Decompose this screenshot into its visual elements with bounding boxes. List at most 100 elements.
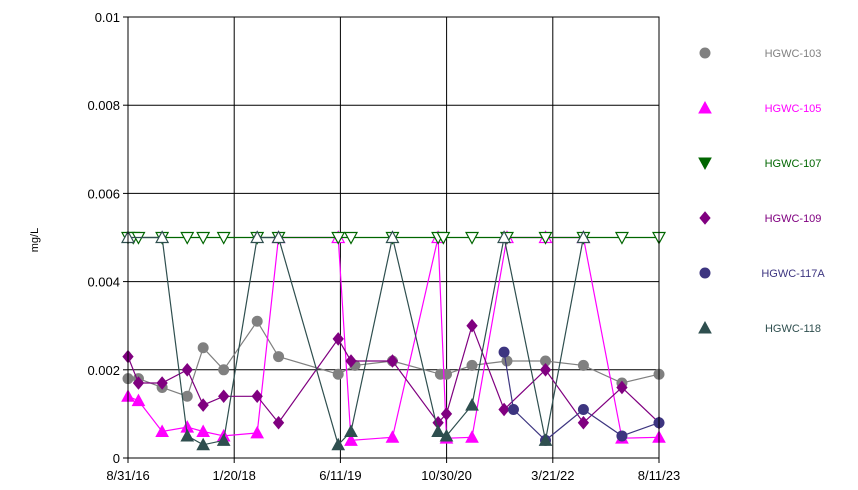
data-point-hgwc-109 [251,389,263,404]
y-axis-label: mg/L [29,228,41,252]
data-point-hgwc-105 [155,424,169,438]
data-point-hgwc-109 [577,415,590,430]
series-hgwc-118 [120,230,591,451]
x-tick-label: 10/30/20 [421,468,472,483]
data-point-hgwc-105 [465,430,479,443]
legend-item-hgwc-103: HGWC-103 [699,47,822,60]
y-tick-label: 0.01 [95,10,120,25]
legend-label-hgwc-118: HGWC-118 [765,323,821,335]
data-point-hgwc-109 [386,354,399,368]
series-layer [120,230,667,451]
data-point-hgwc-118 [431,424,445,438]
series-line-hgwc-117a [503,352,660,442]
legend-marker-hgwc-109 [699,211,711,225]
data-point-hgwc-105 [385,430,400,443]
data-point-hgwc-109 [272,415,285,430]
data-point-hgwc-103 [440,368,452,380]
data-point-hgwc-105 [196,424,211,438]
series-hgwc-117a [498,346,665,446]
data-point-hgwc-118 [465,398,479,411]
data-point-hgwc-103 [251,315,263,327]
legend-marker-hgwc-107 [698,157,712,171]
y-tick-label: 0.002 [87,363,120,378]
legend-item-hgwc-118: HGWC-118 [698,320,821,335]
data-point-hgwc-118 [331,437,346,451]
y-tick-label: 0 [113,451,120,466]
data-point-hgwc-118 [576,230,591,244]
legend-marker-hgwc-117a [699,267,711,279]
data-point-hgwc-118 [180,428,195,442]
data-point-hgwc-109 [466,318,478,333]
data-point-hgwc-107 [196,231,211,245]
data-point-hgwc-103 [273,351,285,363]
x-tick-label: 8/31/16 [106,468,149,483]
data-point-hgwc-117a [616,430,628,442]
x-tick-label: 3/21/22 [531,468,574,483]
legend-item-hgwc-117a: HGWC-117A [699,267,825,280]
x-axis-ticks: 8/31/16 1/20/18 6/11/19 10/30/20 3/21/22 8/11… [106,458,680,483]
legend-item-hgwc-105: HGWC-105 [698,100,822,115]
data-point-hgwc-118 [385,230,400,244]
legend-item-hgwc-109: HGWC-109 [699,211,822,225]
data-point-hgwc-118 [155,230,170,244]
data-point-hgwc-109 [197,398,209,412]
data-point-hgwc-109 [218,389,230,404]
legend-marker-hgwc-103 [699,47,711,59]
data-point-hgwc-105 [344,433,358,446]
data-point-hgwc-107 [343,231,359,245]
data-point-hgwc-118 [250,230,265,244]
series-line-hgwc-118 [128,236,584,446]
legend-label-hgwc-105: HGWC-105 [765,103,822,115]
data-point-hgwc-107 [614,231,629,245]
data-point-hgwc-107 [538,231,553,245]
data-point-hgwc-105 [131,393,146,407]
data-point-hgwc-105 [250,425,265,439]
legend-marker-hgwc-105 [698,100,712,114]
data-point-hgwc-107 [216,231,231,245]
data-point-hgwc-109 [156,376,168,390]
data-point-hgwc-109 [539,363,552,377]
legend: HGWC-103 HGWC-105 HGWC-107 HGWC-109 HGWC-117… [698,47,825,335]
data-point-hgwc-103 [181,390,193,402]
data-point-hgwc-118 [196,437,211,451]
data-point-hgwc-118 [216,433,231,446]
data-point-hgwc-107 [180,231,195,245]
x-tick-label: 1/20/18 [213,468,256,483]
data-point-hgwc-118 [344,424,358,438]
data-point-hgwc-118 [538,433,553,446]
data-point-hgwc-103 [218,364,230,376]
y-axis-ticks: 0 0.002 0.004 0.006 0.008 0.01 [87,10,128,466]
data-point-hgwc-103 [466,359,478,371]
data-point-hgwc-103 [197,342,209,354]
y-tick-label: 0.004 [87,275,120,290]
legend-label-hgwc-117a: HGWC-117A [761,268,825,280]
data-point-hgwc-109 [132,376,145,390]
data-point-hgwc-117a [507,403,519,415]
data-point-hgwc-118 [497,230,512,244]
data-point-hgwc-109 [616,380,628,395]
x-tick-label: 6/11/19 [319,468,361,483]
series-hgwc-109 [122,318,665,430]
legend-label-hgwc-103: HGWC-103 [765,48,822,60]
data-point-hgwc-117a [498,346,510,358]
x-tick-label: 8/11/23 [638,468,680,483]
data-point-hgwc-109 [440,407,453,421]
data-point-hgwc-103 [577,359,589,371]
y-tick-label: 0.008 [87,98,120,113]
data-point-hgwc-107 [331,231,346,245]
y-tick-label: 0.006 [87,186,120,201]
data-point-hgwc-109 [345,354,357,368]
data-point-hgwc-109 [498,402,510,417]
data-point-hgwc-103 [332,368,344,380]
legend-label-hgwc-109: HGWC-109 [765,213,822,225]
legend-item-hgwc-107: HGWC-107 [698,157,822,171]
plot-frame [127,16,660,459]
data-point-hgwc-109 [181,363,193,377]
data-point-hgwc-107 [436,231,451,245]
data-point-hgwc-118 [439,428,454,442]
legend-marker-hgwc-118 [698,320,712,334]
data-point-hgwc-109 [332,332,344,346]
legend-label-hgwc-107: HGWC-107 [765,158,822,170]
data-point-hgwc-107 [465,231,480,245]
